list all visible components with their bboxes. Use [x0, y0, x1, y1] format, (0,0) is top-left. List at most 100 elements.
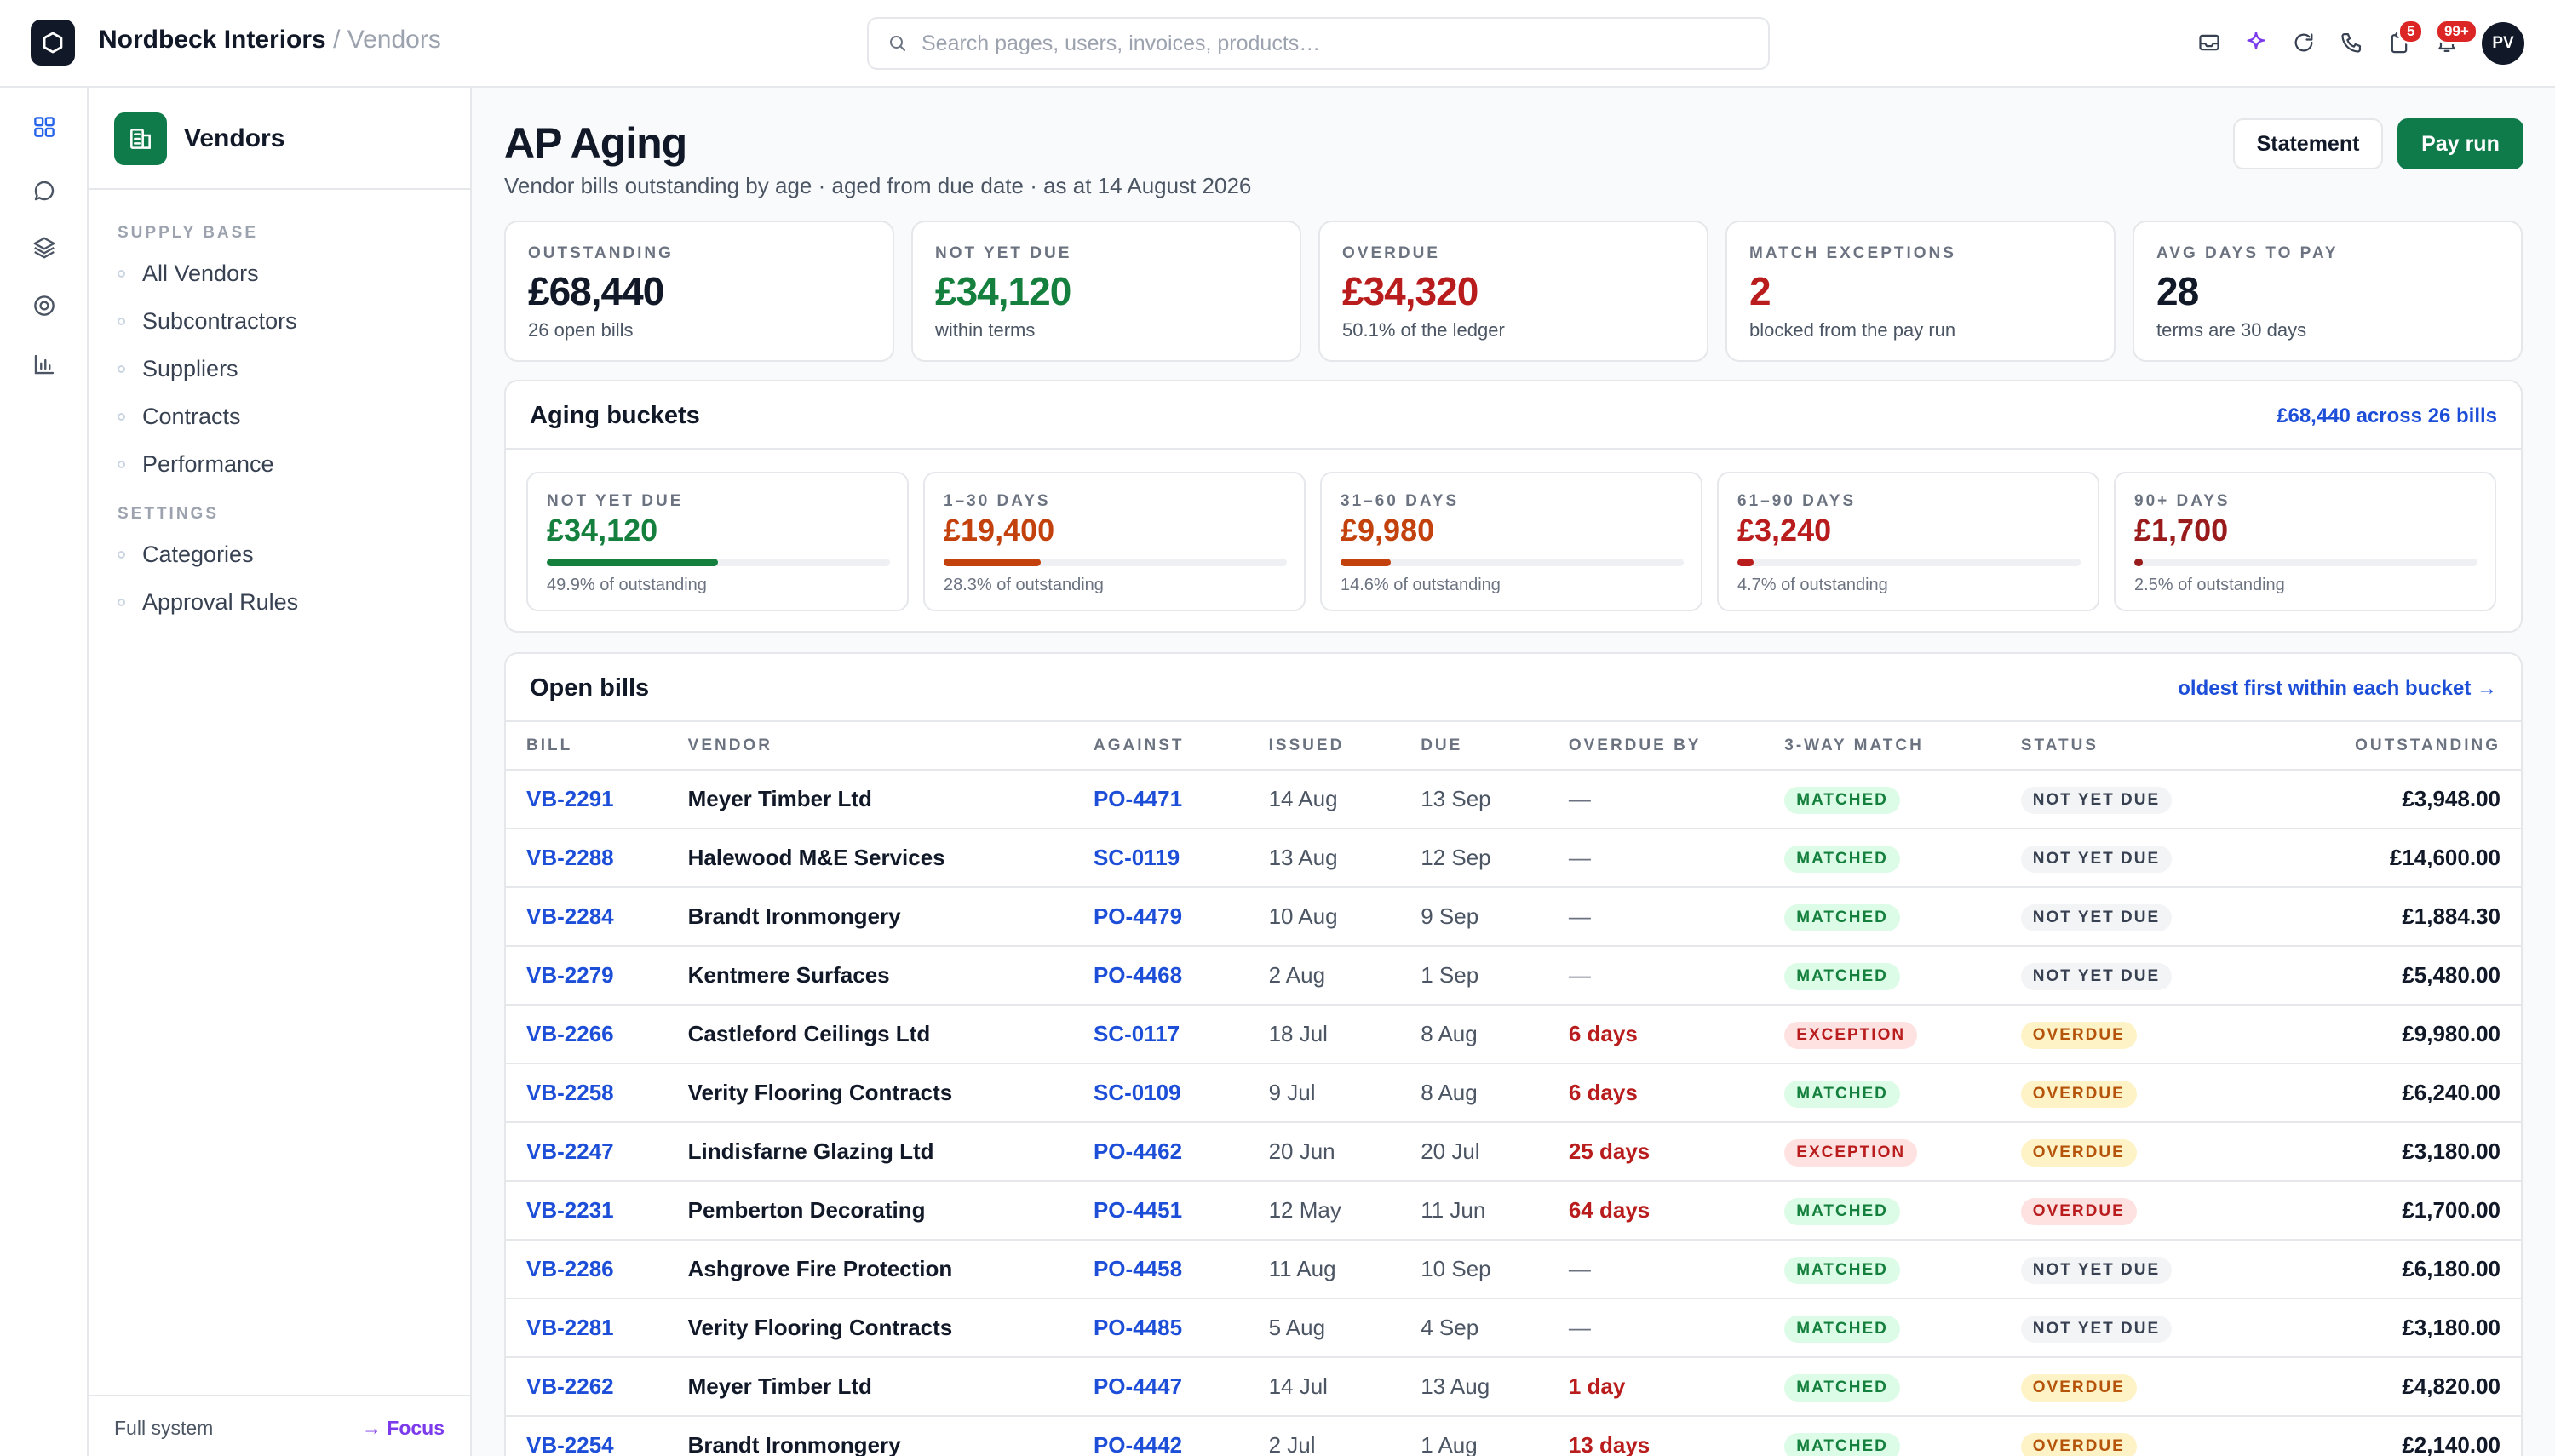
layers-icon[interactable]	[27, 231, 61, 265]
column-header-bill[interactable]: BILL	[506, 722, 688, 771]
vendor-name[interactable]: Meyer Timber Ltd	[687, 770, 1094, 829]
table-row[interactable]: VB-2288 Halewood M&E Services SC-0119 13 Au…	[506, 828, 2521, 888]
bill-number-link[interactable]: VB-2284	[506, 887, 688, 947]
table-row[interactable]: VB-2254 Brandt Ironmongery PO-4442 2 Jul 1 A…	[506, 1416, 2521, 1456]
clipboard-icon[interactable]: 5	[2382, 19, 2425, 60]
table-row[interactable]: VB-2281 Verity Flooring Contracts PO-4485 5…	[506, 1298, 2521, 1358]
vendor-name[interactable]: Pemberton Decorating	[687, 1181, 1094, 1241]
column-header-due[interactable]: DUE	[1421, 722, 1569, 771]
vendor-name[interactable]: Brandt Ironmongery	[687, 1416, 1094, 1456]
bill-number-link[interactable]: VB-2266	[506, 1005, 688, 1064]
pay-run-button[interactable]: Pay run	[2397, 118, 2523, 169]
refresh-icon[interactable]	[2287, 26, 2321, 60]
vendor-name[interactable]: Meyer Timber Ltd	[687, 1357, 1094, 1417]
grid-icon[interactable]	[27, 110, 61, 144]
app-logo[interactable]	[31, 20, 75, 66]
against-reference-link[interactable]: PO-4468	[1093, 946, 1269, 1006]
sidebar-item-contracts[interactable]: Contracts	[118, 404, 241, 430]
against-reference-link[interactable]: PO-4451	[1093, 1181, 1269, 1241]
against-reference-link[interactable]: PO-4485	[1093, 1298, 1269, 1358]
bucket-31-60-days[interactable]: 31–60 DAYS £9,980 14.6% of outstanding	[1320, 472, 1702, 611]
against-reference-link[interactable]: PO-4458	[1093, 1240, 1269, 1299]
against-reference-link[interactable]: SC-0119	[1093, 828, 1269, 888]
bill-number-link[interactable]: VB-2262	[506, 1357, 688, 1417]
against-reference-link[interactable]: SC-0109	[1093, 1063, 1269, 1123]
vendor-name[interactable]: Halewood M&E Services	[687, 828, 1094, 888]
column-header-3-way-match[interactable]: 3-WAY MATCH	[1784, 722, 2021, 771]
column-header-overdue-by[interactable]: OVERDUE BY	[1568, 722, 1785, 771]
bill-number-link[interactable]: VB-2247	[506, 1122, 688, 1182]
global-search[interactable]	[867, 17, 1770, 70]
avatar[interactable]: PV	[2482, 22, 2524, 65]
table-row[interactable]: VB-2262 Meyer Timber Ltd PO-4447 14 Jul 13 A…	[506, 1357, 2521, 1417]
sidebar-item-categories[interactable]: Categories	[118, 542, 254, 568]
phone-icon[interactable]	[2334, 26, 2368, 60]
table-row[interactable]: VB-2286 Ashgrove Fire Protection PO-4458 11…	[506, 1240, 2521, 1299]
vendor-name[interactable]: Ashgrove Fire Protection	[687, 1240, 1094, 1299]
vendor-name[interactable]: Castleford Ceilings Ltd	[687, 1005, 1094, 1064]
against-reference-link[interactable]: PO-4442	[1093, 1416, 1269, 1456]
bill-number-link[interactable]: VB-2231	[506, 1181, 688, 1241]
sort-order-link[interactable]: oldest first within each bucket →	[2178, 677, 2497, 700]
bill-number-link[interactable]: VB-2254	[506, 1416, 688, 1456]
breadcrumb-section[interactable]: Vendors	[347, 26, 441, 54]
vendor-name[interactable]: Lindisfarne Glazing Ltd	[687, 1122, 1094, 1182]
table-row[interactable]: VB-2284 Brandt Ironmongery PO-4479 10 Aug 9 …	[506, 887, 2521, 947]
sidebar-header: Vendors	[89, 88, 470, 190]
inbox-icon[interactable]	[2192, 26, 2226, 60]
bucket-1-30-days[interactable]: 1–30 DAYS £19,400 28.3% of outstanding	[923, 472, 1306, 611]
table-row[interactable]: VB-2231 Pemberton Decorating PO-4451 12 May…	[506, 1181, 2521, 1241]
column-header-against[interactable]: AGAINST	[1093, 722, 1269, 771]
table-row[interactable]: VB-2291 Meyer Timber Ltd PO-4471 14 Aug 13 S…	[506, 770, 2521, 829]
search-input[interactable]	[922, 31, 1722, 56]
table-row[interactable]: VB-2279 Kentmere Surfaces PO-4468 2 Aug 1 Se…	[506, 946, 2521, 1006]
bucket-90-plus-days[interactable]: 90+ DAYS £1,700 2.5% of outstanding	[2114, 472, 2496, 611]
outstanding-amount: £3,180.00	[2291, 1122, 2521, 1182]
bill-number-link[interactable]: VB-2288	[506, 828, 688, 888]
column-header-outstanding[interactable]: OUTSTANDING	[2291, 722, 2521, 771]
sidebar-item-subcontractors[interactable]: Subcontractors	[118, 308, 297, 335]
bill-number-link[interactable]: VB-2286	[506, 1240, 688, 1299]
breadcrumb-company[interactable]: Nordbeck Interiors	[99, 26, 326, 54]
against-reference-link[interactable]: SC-0117	[1093, 1005, 1269, 1064]
column-header-status[interactable]: STATUS	[2020, 722, 2292, 771]
due-date: 9 Sep	[1421, 887, 1569, 947]
bill-number-link[interactable]: VB-2279	[506, 946, 688, 1006]
table-row[interactable]: VB-2266 Castleford Ceilings Ltd SC-0117 18 …	[506, 1005, 2521, 1064]
status-badge: NOT YET DUE	[2020, 846, 2173, 873]
column-header-issued[interactable]: ISSUED	[1268, 722, 1421, 771]
due-date: 8 Aug	[1421, 1063, 1569, 1123]
against-reference-link[interactable]: PO-4447	[1093, 1357, 1269, 1417]
column-header-vendor[interactable]: VENDOR	[687, 722, 1094, 771]
bucket-not-yet-due[interactable]: NOT YET DUE £34,120 49.9% of outstanding	[526, 472, 909, 611]
sidebar-item-all-vendors[interactable]: All Vendors	[118, 261, 259, 287]
vendor-name[interactable]: Brandt Ironmongery	[687, 887, 1094, 947]
bill-number-link[interactable]: VB-2258	[506, 1063, 688, 1123]
chart-icon[interactable]	[27, 347, 61, 381]
against-reference-link[interactable]: PO-4462	[1093, 1122, 1269, 1182]
table-row[interactable]: VB-2247 Lindisfarne Glazing Ltd PO-4462 20 …	[506, 1122, 2521, 1182]
vendor-name[interactable]: Verity Flooring Contracts	[687, 1063, 1094, 1123]
overdue-by: 6 days	[1568, 1005, 1785, 1064]
target-icon[interactable]	[27, 289, 61, 323]
match-badge: MATCHED	[1784, 904, 1900, 931]
against-reference-link[interactable]: PO-4479	[1093, 887, 1269, 947]
statement-button[interactable]: Statement	[2233, 118, 2383, 169]
bucket-61-90-days[interactable]: 61–90 DAYS £3,240 4.7% of outstanding	[1717, 472, 2099, 611]
vendor-name[interactable]: Kentmere Surfaces	[687, 946, 1094, 1006]
sidebar-item-approval-rules[interactable]: Approval Rules	[118, 589, 298, 616]
status-cell: OVERDUE	[2020, 1122, 2292, 1182]
sidebar-item-suppliers[interactable]: Suppliers	[118, 356, 238, 382]
bell-icon[interactable]: 99+	[2430, 19, 2478, 60]
sparkle-icon[interactable]	[2239, 26, 2273, 60]
focus-link[interactable]: → Focus	[361, 1417, 445, 1439]
table-row[interactable]: VB-2258 Verity Flooring Contracts SC-0109 9…	[506, 1063, 2521, 1123]
vendor-name[interactable]: Verity Flooring Contracts	[687, 1298, 1094, 1358]
bill-number-link[interactable]: VB-2281	[506, 1298, 688, 1358]
against-reference-link[interactable]: PO-4471	[1093, 770, 1269, 829]
aging-summary-link[interactable]: £68,440 across 26 bills	[2277, 404, 2497, 427]
full-system-link[interactable]: Full system	[114, 1417, 214, 1439]
chat-icon[interactable]	[27, 174, 61, 208]
bill-number-link[interactable]: VB-2291	[506, 770, 688, 829]
sidebar-item-performance[interactable]: Performance	[118, 451, 274, 478]
